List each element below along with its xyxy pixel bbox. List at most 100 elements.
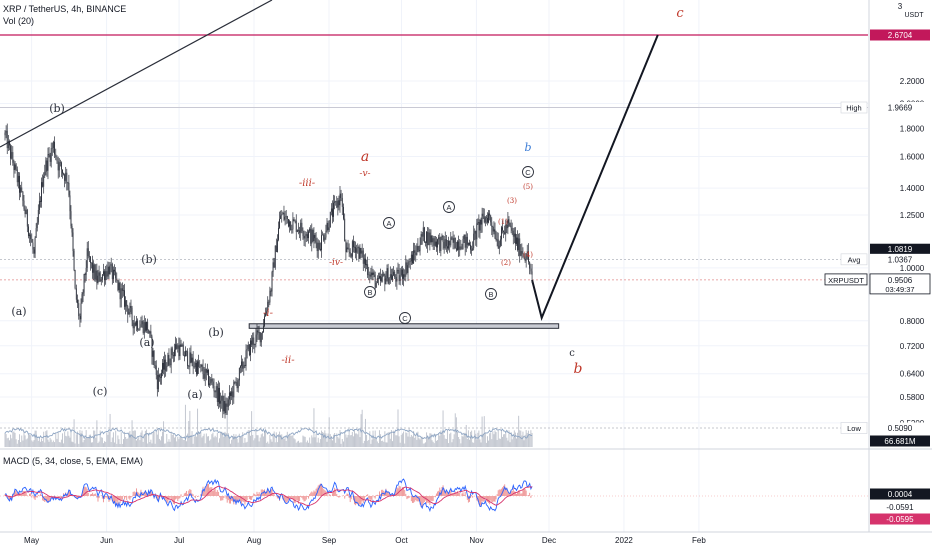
volume-bar	[520, 430, 522, 447]
symbol-title[interactable]: XRP / TetherUS, 4h, BINANCE	[3, 4, 127, 14]
volume-bar	[219, 438, 221, 447]
volume-bar	[476, 439, 478, 447]
candle-body	[42, 182, 44, 187]
candle-body	[86, 248, 88, 268]
macd-legend[interactable]: MACD (5, 34, close, 5, EMA, EMA)	[3, 456, 144, 466]
candle-body	[29, 234, 30, 237]
volume-bar	[458, 437, 460, 447]
macd-histogram-bar	[380, 494, 382, 496]
candle-body	[326, 222, 328, 231]
candle-body	[163, 362, 164, 370]
volume-bar	[354, 430, 356, 447]
macd-histogram-bar	[464, 491, 466, 496]
candle-body	[189, 352, 191, 367]
candle-body	[56, 157, 58, 162]
candle-body	[355, 246, 357, 253]
macd-histogram-bar	[466, 496, 468, 500]
candle-body	[427, 232, 429, 246]
macd-histogram-bar	[404, 489, 406, 496]
volume-bar	[105, 441, 107, 447]
volume-bar	[104, 441, 106, 447]
volume-bar	[79, 430, 81, 447]
volume-bar	[326, 441, 328, 447]
candle-body	[301, 222, 303, 231]
macd-histogram-bar	[272, 492, 274, 496]
macd-histogram-bar	[336, 494, 338, 496]
candle-body	[261, 331, 263, 334]
candle-body	[295, 220, 297, 232]
volume-bar	[60, 439, 62, 447]
candle-body	[268, 301, 270, 303]
macd-histogram-bar	[434, 496, 436, 498]
macd-histogram-bar	[455, 492, 457, 496]
candle-body	[147, 321, 149, 330]
volume-bar	[182, 439, 184, 447]
candle-body	[294, 220, 296, 222]
macd-histogram-bar	[33, 496, 35, 499]
volume-bar	[25, 439, 27, 447]
candle-body	[81, 294, 83, 304]
candle-body	[451, 237, 453, 239]
volume-bar	[407, 436, 409, 447]
macd-histogram-bar	[291, 496, 293, 499]
candle-body	[450, 237, 452, 246]
volume-bar	[168, 439, 170, 447]
high-label-tag: High	[846, 103, 861, 112]
candle-body	[153, 350, 155, 365]
candle-body	[491, 222, 493, 227]
volume-bar	[33, 440, 35, 447]
volume-bar	[389, 438, 391, 447]
macd-histogram-bar	[422, 496, 424, 504]
candle-body	[419, 244, 421, 252]
candle-body	[132, 320, 134, 329]
candle-body	[58, 162, 60, 171]
candle-body	[19, 175, 20, 193]
candle-body	[165, 359, 167, 371]
candle-body	[517, 237, 519, 250]
signal-tag-bg	[870, 501, 930, 513]
candle-body	[105, 271, 107, 280]
macd-histogram-bar	[264, 489, 266, 496]
volume-bar	[259, 437, 261, 447]
price-tick-label: 2.2000	[900, 77, 925, 86]
macd-histogram-bar	[260, 489, 262, 496]
volume-bar	[171, 435, 173, 447]
volume-bar	[106, 432, 108, 447]
volume-bar	[419, 439, 421, 447]
candle-body	[389, 274, 391, 278]
wave-label: c	[676, 6, 684, 21]
macd-histogram-bar	[206, 484, 208, 496]
volume-bar	[362, 443, 364, 447]
candle-body	[291, 229, 293, 231]
candle-body	[117, 280, 119, 291]
candle-body	[15, 164, 17, 170]
volume-bar	[441, 432, 443, 447]
candle-body	[9, 141, 10, 146]
macd-histogram-bar	[378, 491, 380, 496]
volume-bar	[122, 439, 124, 447]
candle-body	[59, 162, 61, 163]
candle-body	[181, 344, 183, 347]
low-value-tag: 0.5090	[888, 424, 913, 433]
candle-body	[324, 237, 326, 241]
volume-bar	[132, 430, 134, 447]
macd-histogram-bar	[433, 496, 435, 497]
candle-body	[426, 232, 428, 243]
volume-bar	[348, 430, 350, 447]
macd-histogram-bar	[215, 491, 217, 496]
macd-histogram-bar	[128, 496, 130, 499]
volume-bar	[189, 410, 191, 447]
macd-histogram-bar	[176, 496, 178, 499]
volume-bar	[316, 442, 318, 447]
macd-histogram-bar	[35, 496, 37, 498]
volume-bar	[432, 441, 434, 447]
volume-bar	[61, 433, 63, 447]
macd-histogram-bar	[162, 496, 163, 499]
volume-bar	[466, 438, 468, 447]
volume-legend[interactable]: Vol (20)	[3, 16, 35, 26]
volume-bar	[279, 431, 281, 447]
macd-histogram-bar	[210, 487, 212, 496]
candle-body	[421, 234, 423, 237]
candle-body	[343, 206, 344, 219]
